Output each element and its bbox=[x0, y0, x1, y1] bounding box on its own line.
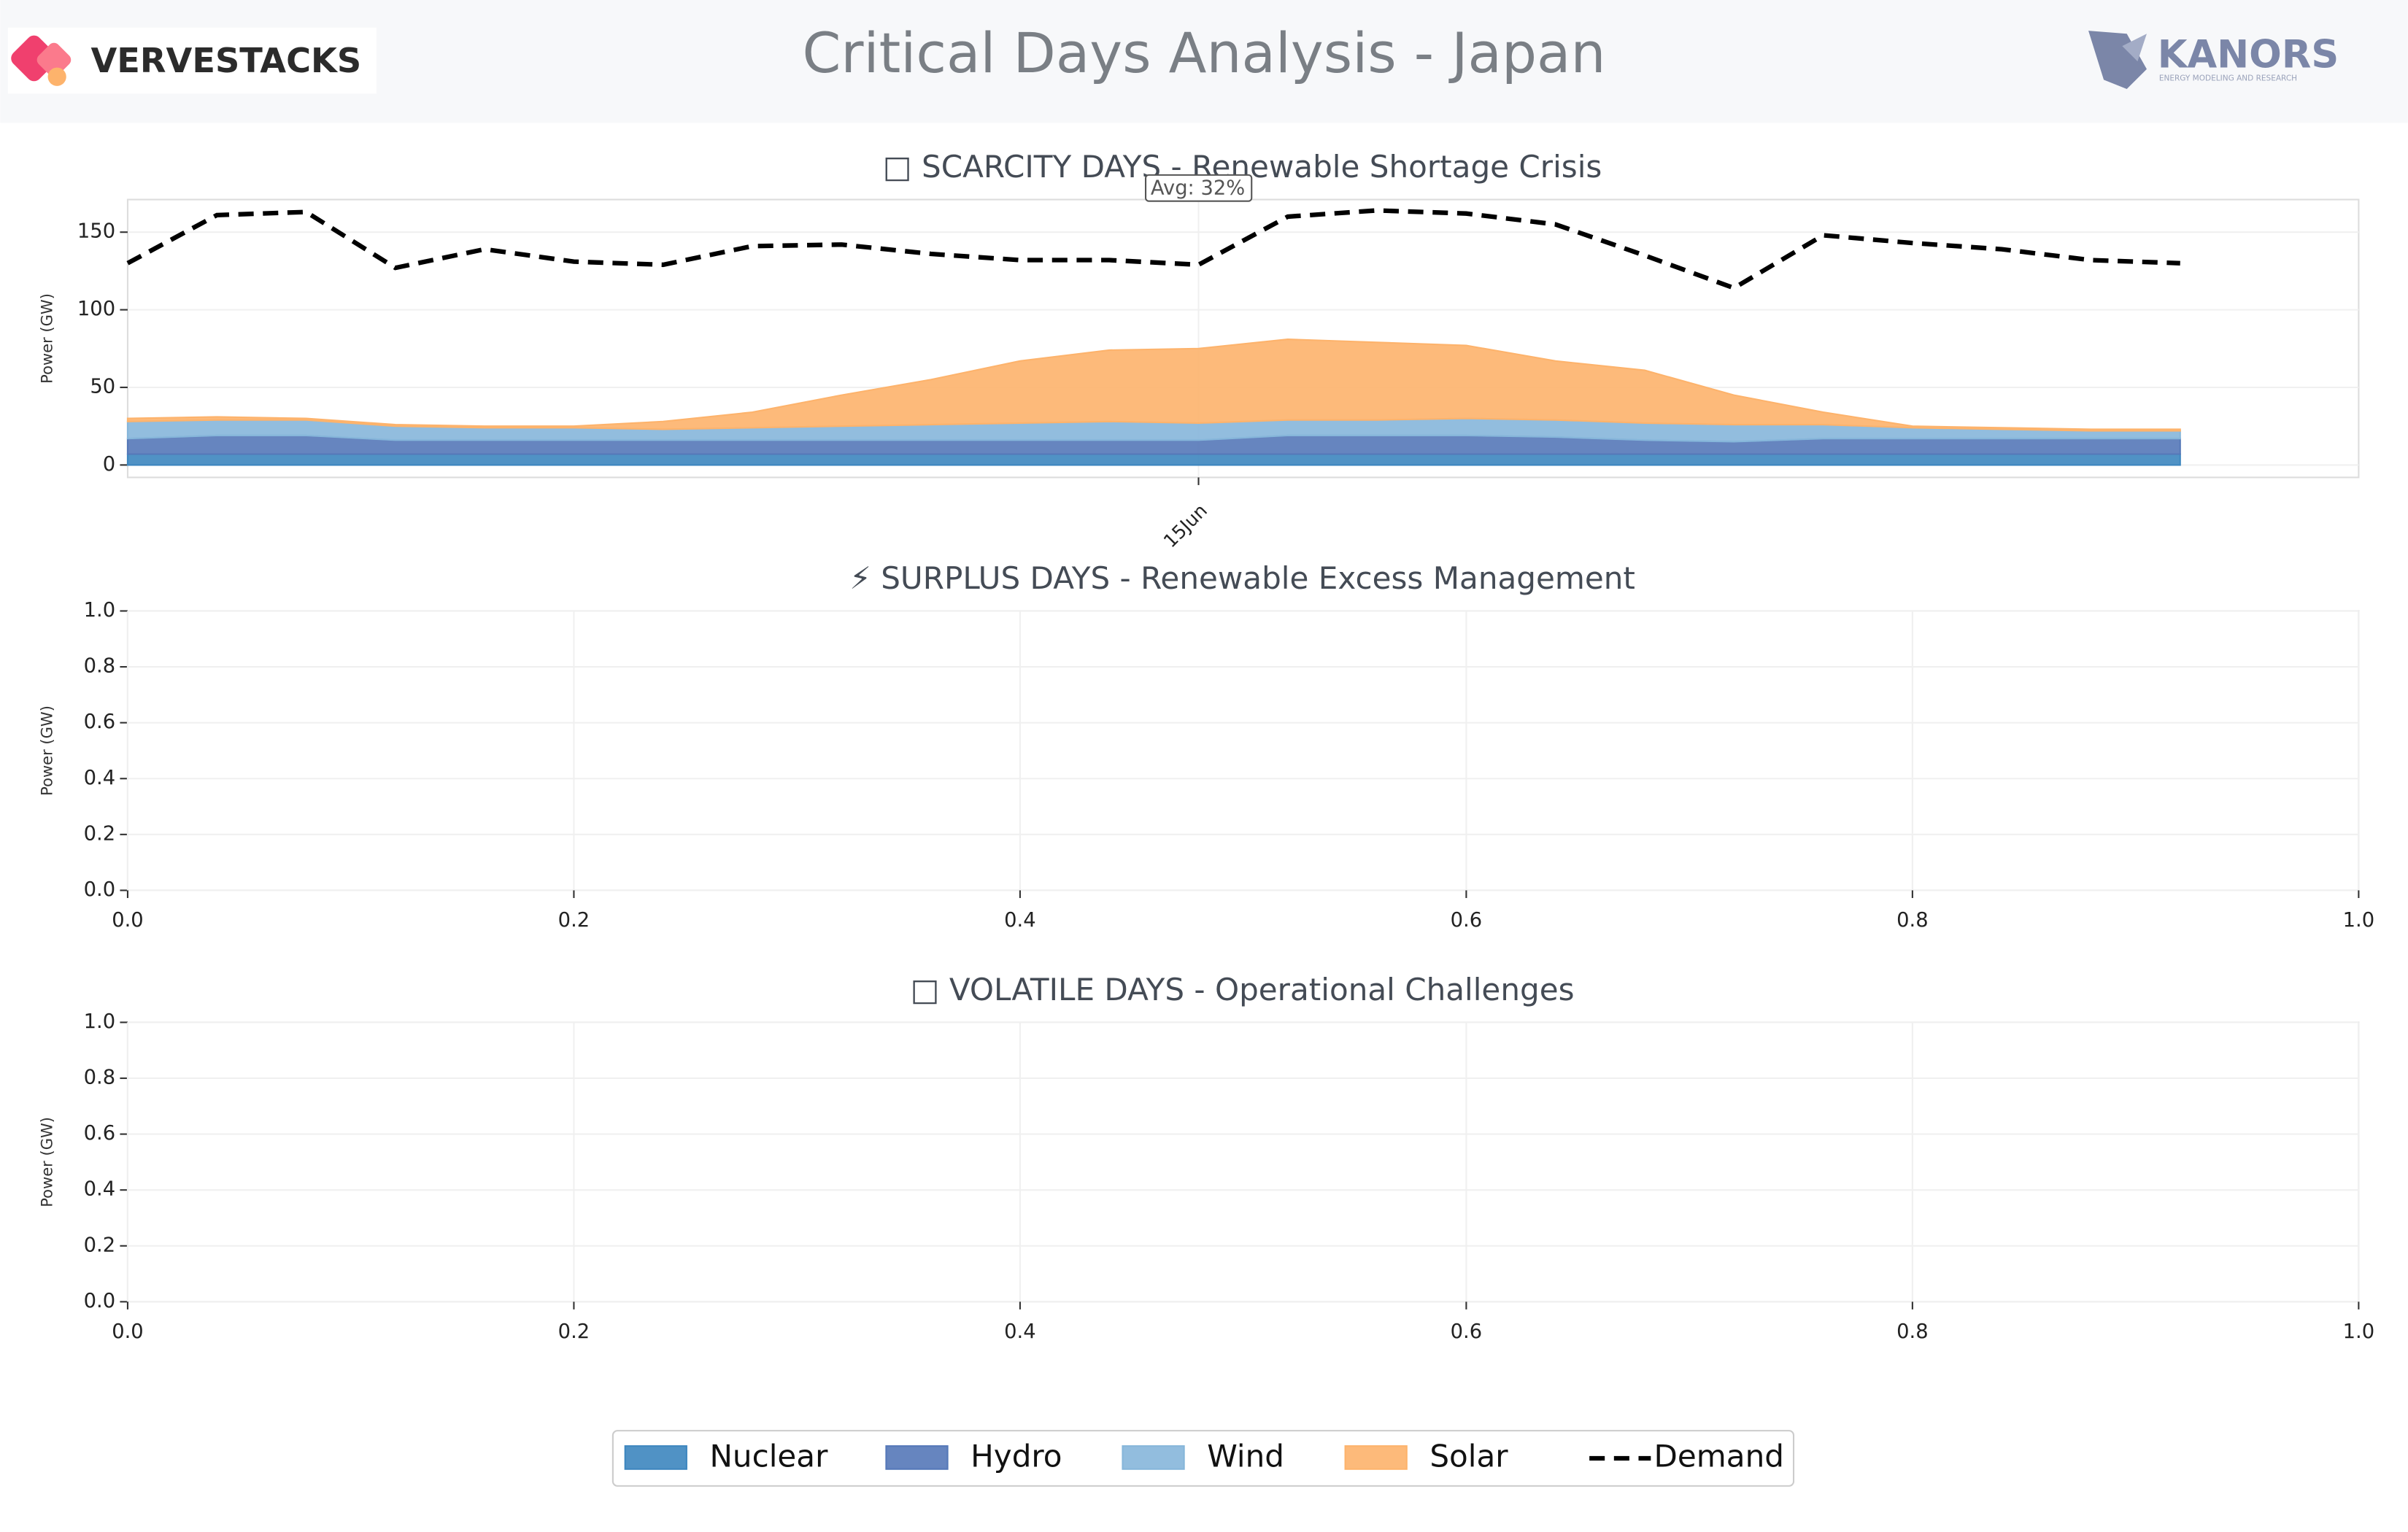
annotation-box bbox=[1144, 174, 1253, 202]
x-tick-label: 1.0 bbox=[2343, 909, 2375, 932]
y-tick-label: 150 bbox=[77, 220, 115, 243]
legend-label: Nuclear bbox=[709, 1438, 828, 1474]
x-tick-label: 0.8 bbox=[1896, 909, 1929, 932]
x-tick-label: 0.6 bbox=[1451, 1320, 1483, 1343]
x-tick-label: 0.2 bbox=[558, 909, 590, 932]
legend-label: Hydro bbox=[970, 1438, 1062, 1474]
y-tick-label: 1.0 bbox=[84, 599, 116, 622]
logo-right-tagline: ENERGY MODELING AND RESEARCH bbox=[2159, 74, 2297, 82]
legend-label: Demand bbox=[1654, 1438, 1784, 1474]
demand-line bbox=[126, 208, 2180, 291]
y-tick-label: 100 bbox=[77, 298, 115, 320]
x-tick-label: 0.2 bbox=[558, 1320, 590, 1343]
annotation: Avg: 32% bbox=[1151, 177, 1245, 199]
x-tick-label: 0.8 bbox=[1896, 1320, 1929, 1343]
y-axis-label: Power (GW) bbox=[38, 293, 56, 384]
logo-right-text: KANORS bbox=[2158, 32, 2339, 77]
legend-swatch bbox=[624, 1445, 687, 1470]
x-tick-label: 15Jun bbox=[1159, 500, 1211, 552]
legend-box bbox=[611, 1430, 1795, 1487]
y-tick-label: 0 bbox=[103, 453, 115, 476]
page-title: Critical Days Analysis - Japan bbox=[802, 21, 1605, 85]
legend-swatch bbox=[1344, 1445, 1408, 1470]
area-nuclear bbox=[126, 453, 2181, 466]
y-tick-label: 0.8 bbox=[84, 655, 116, 678]
y-tick-label: 0.4 bbox=[84, 767, 116, 789]
x-tick-label: 0.4 bbox=[1004, 909, 1036, 932]
y-tick-label: 1.0 bbox=[84, 1010, 116, 1033]
y-tick-label: 0.0 bbox=[84, 878, 116, 901]
legend-label: Wind bbox=[1207, 1438, 1284, 1474]
y-axis-label: Power (GW) bbox=[38, 1117, 56, 1207]
x-tick-label: 0.0 bbox=[112, 909, 144, 932]
x-tick-label: 0.4 bbox=[1004, 1320, 1036, 1343]
y-tick-label: 0.6 bbox=[84, 711, 116, 733]
logo-left-icon bbox=[11, 35, 72, 86]
y-tick-label: 0.6 bbox=[84, 1122, 116, 1145]
y-axis-label: Power (GW) bbox=[38, 705, 56, 796]
logo-right-icon bbox=[2088, 31, 2147, 90]
header-bar bbox=[0, 0, 2408, 123]
legend: Nuclear Hydro Wind Solar Demand bbox=[611, 1430, 1795, 1487]
y-tick-label: 50 bbox=[90, 376, 115, 398]
y-tick-label: 0.2 bbox=[84, 822, 116, 845]
x-tick-label: 1.0 bbox=[2343, 1320, 2375, 1343]
y-tick-label: 0.0 bbox=[84, 1290, 116, 1312]
area-solar bbox=[126, 338, 2181, 432]
x-tick-label: 0.0 bbox=[112, 1320, 144, 1343]
logo-left-text: VERVESTACKS bbox=[90, 41, 361, 80]
y-tick-label: 0.8 bbox=[84, 1066, 116, 1088]
plot-area bbox=[126, 610, 2360, 891]
y-tick-label: 0.2 bbox=[84, 1234, 116, 1256]
legend-swatch bbox=[885, 1445, 949, 1470]
x-tick-label: 0.6 bbox=[1451, 909, 1483, 932]
legend-label: Solar bbox=[1429, 1438, 1508, 1474]
legend-swatch bbox=[1122, 1445, 1185, 1470]
chart-title: □ VOLATILE DAYS - Operational Challenges bbox=[911, 972, 1575, 1007]
chart-title: ⚡ SURPLUS DAYS - Renewable Excess Manage… bbox=[849, 560, 1635, 596]
plot-area bbox=[126, 1021, 2360, 1303]
y-tick-label: 0.4 bbox=[84, 1178, 116, 1201]
